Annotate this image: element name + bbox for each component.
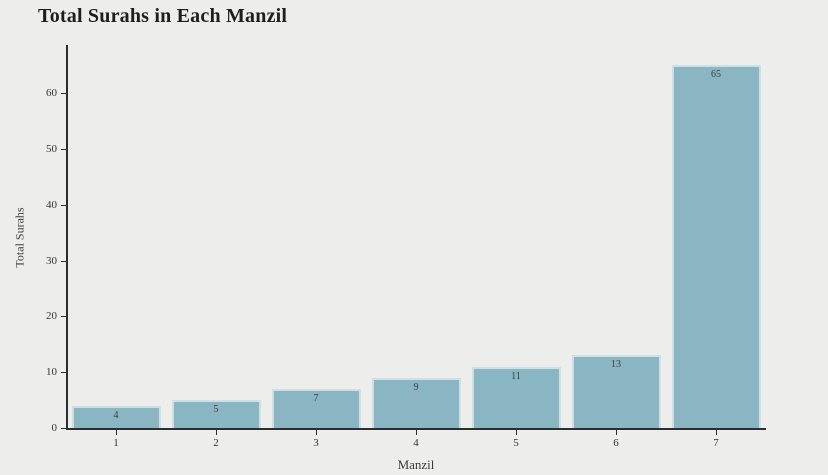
bar-value-label: 13 <box>611 359 621 371</box>
x-tick-mark <box>116 430 117 435</box>
x-tick-label: 3 <box>313 437 319 449</box>
y-tick-label: 40 <box>46 198 57 211</box>
y-tick-label: 50 <box>46 142 57 155</box>
x-tick-label: 6 <box>613 437 619 449</box>
bar-manzil-1: 4 <box>71 405 161 428</box>
bar-manzil-7: 65 <box>671 65 761 428</box>
y-tick-label: 60 <box>46 87 57 99</box>
x-tick-mark <box>616 430 617 435</box>
y-tick-mark <box>61 204 66 206</box>
bar-value-label: 7 <box>313 392 319 404</box>
bar-value-label: 11 <box>511 370 521 382</box>
x-tick-mark <box>516 430 517 435</box>
x-tick-label: 2 <box>213 437 219 449</box>
y-tick-label: 0 <box>51 422 58 434</box>
x-tick-mark <box>716 430 717 435</box>
y-tick-label: 20 <box>46 310 57 323</box>
y-tick-mark <box>61 428 66 429</box>
y-tick-label: 10 <box>46 366 57 379</box>
bar-manzil-4: 9 <box>371 377 461 428</box>
bar-value-label: 9 <box>413 381 419 393</box>
x-axis-label: Manzil <box>397 457 435 472</box>
bar-manzil-2: 5 <box>171 400 261 428</box>
y-tick-mark <box>61 316 66 318</box>
x-tick-label: 4 <box>413 437 419 449</box>
bar-manzil-5: 11 <box>471 366 561 428</box>
x-tick-label: 1 <box>113 437 119 449</box>
y-tick-mark <box>61 148 66 150</box>
y-tick-mark <box>61 372 66 374</box>
y-axis-line <box>66 45 68 430</box>
chart-title: Total Surahs in Each Manzil <box>38 5 288 27</box>
x-tick-label: 5 <box>513 437 519 449</box>
y-tick-mark <box>61 93 66 94</box>
x-tick-label: 7 <box>713 437 719 449</box>
y-tick-mark <box>61 260 66 262</box>
bar-value-label: 65 <box>711 69 721 81</box>
bar-manzil-6: 13 <box>571 355 661 428</box>
bar-value-label: 5 <box>213 404 219 416</box>
x-tick-mark <box>316 430 317 435</box>
bar-value-label: 4 <box>113 409 119 421</box>
x-tick-mark <box>216 430 217 435</box>
y-tick-label: 30 <box>46 254 57 267</box>
x-tick-mark <box>416 430 417 435</box>
x-axis-line <box>66 428 766 430</box>
bar-manzil-3: 7 <box>271 388 361 428</box>
y-axis-label: Total Surahs <box>12 207 27 268</box>
